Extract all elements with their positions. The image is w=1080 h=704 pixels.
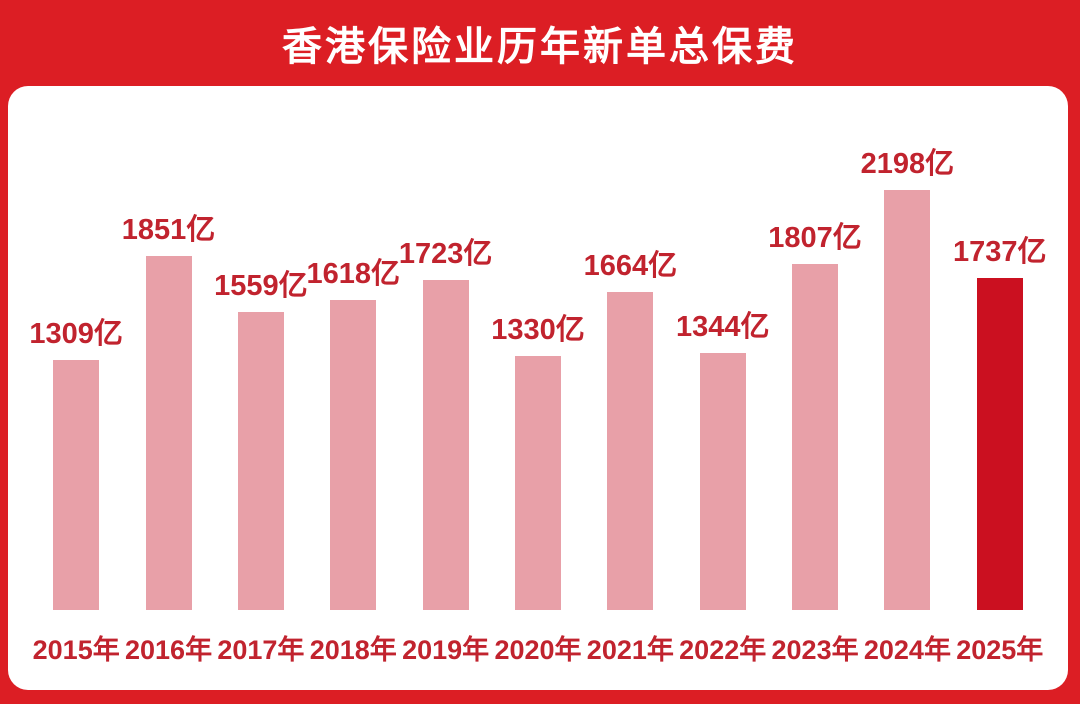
x-axis-label: 2020年: [494, 634, 582, 665]
bar: [53, 360, 100, 610]
bar-value-label: 1330亿: [491, 314, 585, 346]
bar-value-label: 1723亿: [398, 238, 493, 270]
bar-column: 1559亿 2017年: [214, 86, 308, 690]
bar: [607, 292, 654, 610]
bar-column: 1309亿 2015年: [29, 86, 123, 690]
page-title: 香港保险业历年新单总保费: [282, 25, 798, 69]
bar: [514, 356, 561, 610]
bar-value-label: 1664亿: [583, 250, 678, 282]
bar: [422, 280, 469, 610]
bar: [792, 264, 839, 610]
bar-column: 2198亿 2024年: [860, 86, 955, 690]
x-axis-label: 2019年: [402, 634, 490, 665]
x-axis-label: 2022年: [679, 634, 767, 665]
bar-column: 1618亿 2018年: [306, 86, 401, 690]
bar-value-label: 1851亿: [121, 214, 216, 246]
bar-column: 1664亿 2021年: [583, 86, 678, 690]
bar-column: 1723亿 2019年: [398, 86, 493, 690]
chart-card: 1309亿 2015年 1851亿 2016年 1559亿 2017年 1618…: [8, 86, 1068, 690]
bar-column: 1851亿 2016年: [121, 86, 216, 690]
bar: [699, 353, 746, 610]
bar: [237, 312, 284, 610]
bar-column: 1330亿 2020年: [491, 86, 585, 690]
bar: [884, 190, 931, 610]
x-axis-label: 2018年: [309, 634, 397, 665]
bar-value-label: 1309亿: [29, 318, 123, 350]
x-axis-label: 2024年: [863, 634, 951, 665]
bar-value-label: 1618亿: [306, 258, 401, 290]
bar: [145, 256, 192, 610]
bar-column: 1807亿 2023年: [768, 86, 862, 690]
bar-value-label: 1559亿: [214, 270, 308, 302]
bar-value-label: 1344亿: [675, 311, 770, 343]
bar-value-label: 1807亿: [768, 222, 862, 254]
header: 香港保险业历年新单总保费: [0, 0, 1080, 86]
x-axis-label: 2025年: [956, 634, 1044, 665]
bar-value-label: 2198亿: [860, 148, 955, 180]
bar: [330, 300, 377, 610]
bar-value-label: 1737亿: [953, 236, 1047, 268]
bar-column: 1344亿 2022年: [675, 86, 770, 690]
x-axis-label: 2015年: [32, 634, 120, 665]
bar-column: 1737亿 2025年: [953, 86, 1047, 690]
x-axis-label: 2021年: [586, 634, 674, 665]
bar-chart: 1309亿 2015年 1851亿 2016年 1559亿 2017年 1618…: [29, 86, 1047, 690]
x-axis-label: 2017年: [217, 634, 305, 665]
x-axis-label: 2023年: [771, 634, 859, 665]
x-axis-label: 2016年: [125, 634, 213, 665]
bar: [976, 278, 1023, 610]
